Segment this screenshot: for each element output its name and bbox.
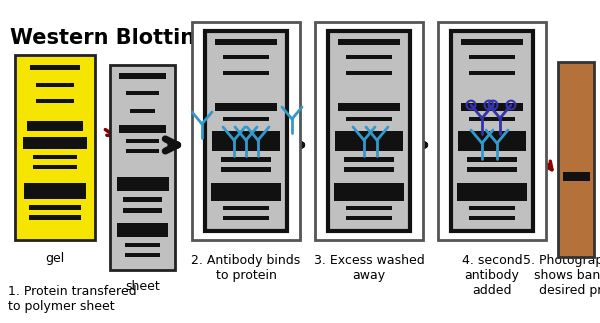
Bar [451,31,533,231]
Bar [23,137,87,149]
Bar [223,55,269,59]
Bar [467,157,517,162]
Bar [27,121,83,131]
Bar [29,215,81,220]
Bar [123,208,162,213]
Bar [346,117,392,121]
Bar [558,62,594,257]
Text: 2. Antibody binds
to protein: 2. Antibody binds to protein [191,254,301,282]
Bar [346,216,392,220]
Bar [116,177,169,191]
Bar [338,39,400,45]
Bar [36,83,74,87]
Bar [30,65,80,70]
Bar [24,183,86,199]
Bar [123,197,162,202]
Text: sheet: sheet [125,280,160,293]
Bar [469,55,515,59]
Bar [117,223,168,237]
Bar [457,183,527,201]
Bar [33,165,77,169]
Bar [126,149,159,153]
Bar [315,22,423,240]
Text: 3. Excess washed
away: 3. Excess washed away [314,254,424,282]
Bar [346,71,392,75]
Bar [563,172,589,181]
Bar [469,206,515,210]
Bar [215,103,277,111]
Bar [344,157,394,162]
Bar [221,157,271,162]
Bar [223,216,269,220]
Bar [346,206,392,210]
Bar [335,131,403,151]
Bar [469,117,515,121]
Bar [344,167,394,172]
Bar [469,71,515,75]
Bar [223,71,269,75]
Bar [29,205,81,210]
Bar [36,99,74,103]
Bar [215,39,277,45]
Bar [346,55,392,59]
Bar [125,253,160,257]
Bar [211,183,281,201]
Bar [205,31,287,231]
Bar [334,183,404,201]
Bar [438,22,546,240]
Bar [338,103,400,111]
Bar [192,22,300,240]
Bar [110,65,175,270]
Bar [119,125,166,133]
Bar [221,167,271,172]
Bar [130,109,155,113]
Bar [461,39,523,45]
Text: 5. Photographic film
shows band with
desired protein: 5. Photographic film shows band with des… [523,254,600,297]
Bar [125,243,160,247]
Bar [15,55,95,240]
Bar [461,103,523,111]
Text: Western Blotting: Western Blotting [10,28,210,48]
Bar [126,139,159,143]
Bar [119,73,166,79]
Text: gel: gel [46,252,65,265]
Bar [467,167,517,172]
Bar [223,206,269,210]
Bar [458,131,526,151]
Bar [126,91,159,95]
Bar [328,31,410,231]
Bar [223,117,269,121]
Bar [212,131,280,151]
Text: 4. second
antibody
added: 4. second antibody added [461,254,523,297]
Text: 1. Protein transfered
to polymer sheet: 1. Protein transfered to polymer sheet [8,285,137,313]
Bar [33,155,77,159]
Bar [469,216,515,220]
